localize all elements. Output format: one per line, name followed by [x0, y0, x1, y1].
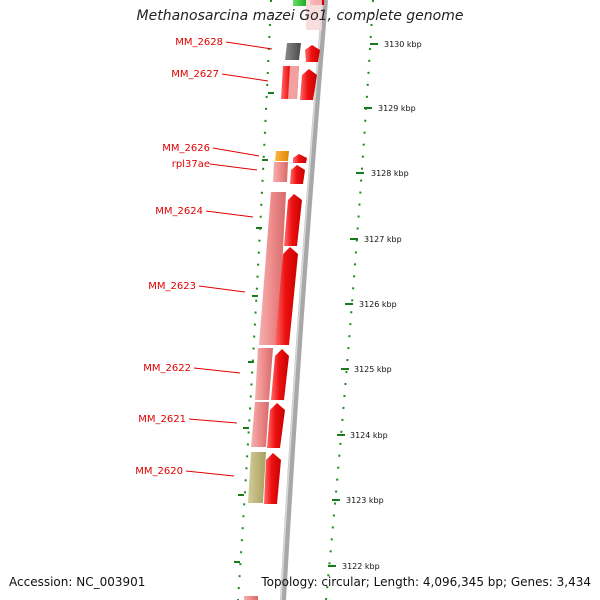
- gene-block-mm-2626: [275, 151, 289, 161]
- tick-label-3130: 3130 kbp: [384, 40, 422, 49]
- tick-label-3124: 3124 kbp: [350, 431, 388, 440]
- genome-backbone: [280, 0, 328, 600]
- gene-block-mm-2628: [285, 43, 301, 60]
- cds-arrow-mm-2621: [267, 403, 285, 448]
- cds-arrow-mm-2628: [305, 45, 320, 62]
- tick-label-3128: 3128 kbp: [371, 169, 409, 178]
- cds-arrow-mm-2627: [300, 69, 317, 100]
- inner-edge-ticks: [234, 92, 274, 563]
- cds-arrow-mm-2624: [284, 194, 302, 246]
- cds-arrow-mm-2622: [271, 349, 289, 400]
- gene-block-mm-2627-inner: [288, 66, 299, 99]
- gene-label-mm-2628: MM_2628: [175, 37, 223, 48]
- map-title-overlay: Methanosarcina mazei Go1, complete genom…: [136, 8, 464, 24]
- accession-text: Accession: NC_003901: [9, 575, 146, 589]
- gene-label-mm-2627: MM_2627: [171, 69, 219, 80]
- tick-label-3127: 3127 kbp: [364, 235, 402, 244]
- gene-label-mm-2621: MM_2621: [138, 414, 186, 425]
- gene-label-mm-2626: MM_2626: [162, 143, 210, 154]
- gene-label-mm-2622: MM_2622: [143, 363, 191, 374]
- top-green-gene: [293, 0, 306, 6]
- gene-block-mm-2622: [255, 348, 273, 400]
- tick-label-3126: 3126 kbp: [359, 300, 397, 309]
- gene-labels: MM_2628 MM_2627 MM_2626 rpl37ae MM_2624 …: [135, 37, 223, 477]
- tick-label-3122: 3122 kbp: [342, 562, 380, 571]
- cds-arrow-mm-2626: [293, 154, 307, 163]
- genome-backbone-highlight: [280, 0, 324, 600]
- coordinate-labels: 3130 kbp 3129 kbp 3128 kbp 3127 kbp 3126…: [342, 40, 422, 571]
- cds-arrow-mm-2620: [264, 453, 281, 504]
- cds-arrow-mm-2623: [275, 247, 298, 345]
- inner-dotted-ring: [237, 0, 272, 600]
- top-pale-gene: [306, 0, 322, 30]
- gene-label-mm-2624: MM_2624: [155, 206, 203, 217]
- gene-block-rpl37ae: [273, 162, 288, 182]
- bottom-pink-gene: [244, 596, 258, 600]
- gene-label-rpl37ae: rpl37ae: [172, 159, 210, 170]
- tick-label-3123: 3123 kbp: [346, 496, 384, 505]
- label-leaders: [185, 41, 273, 477]
- gene-label-mm-2620: MM_2620: [135, 466, 183, 477]
- gene-block-mm-2621: [251, 402, 269, 447]
- tick-label-3125: 3125 kbp: [354, 365, 392, 374]
- gene-block-mm-2620: [248, 452, 266, 503]
- coordinate-ticks: [328, 43, 378, 567]
- tick-label-3129: 3129 kbp: [378, 104, 416, 113]
- outer-dotted-ring: [325, 0, 374, 600]
- topology-summary: Topology: circular; Length: 4,096,345 bp…: [261, 575, 591, 589]
- gene-label-mm-2623: MM_2623: [148, 281, 196, 292]
- cds-arrow-rpl37ae: [290, 165, 305, 184]
